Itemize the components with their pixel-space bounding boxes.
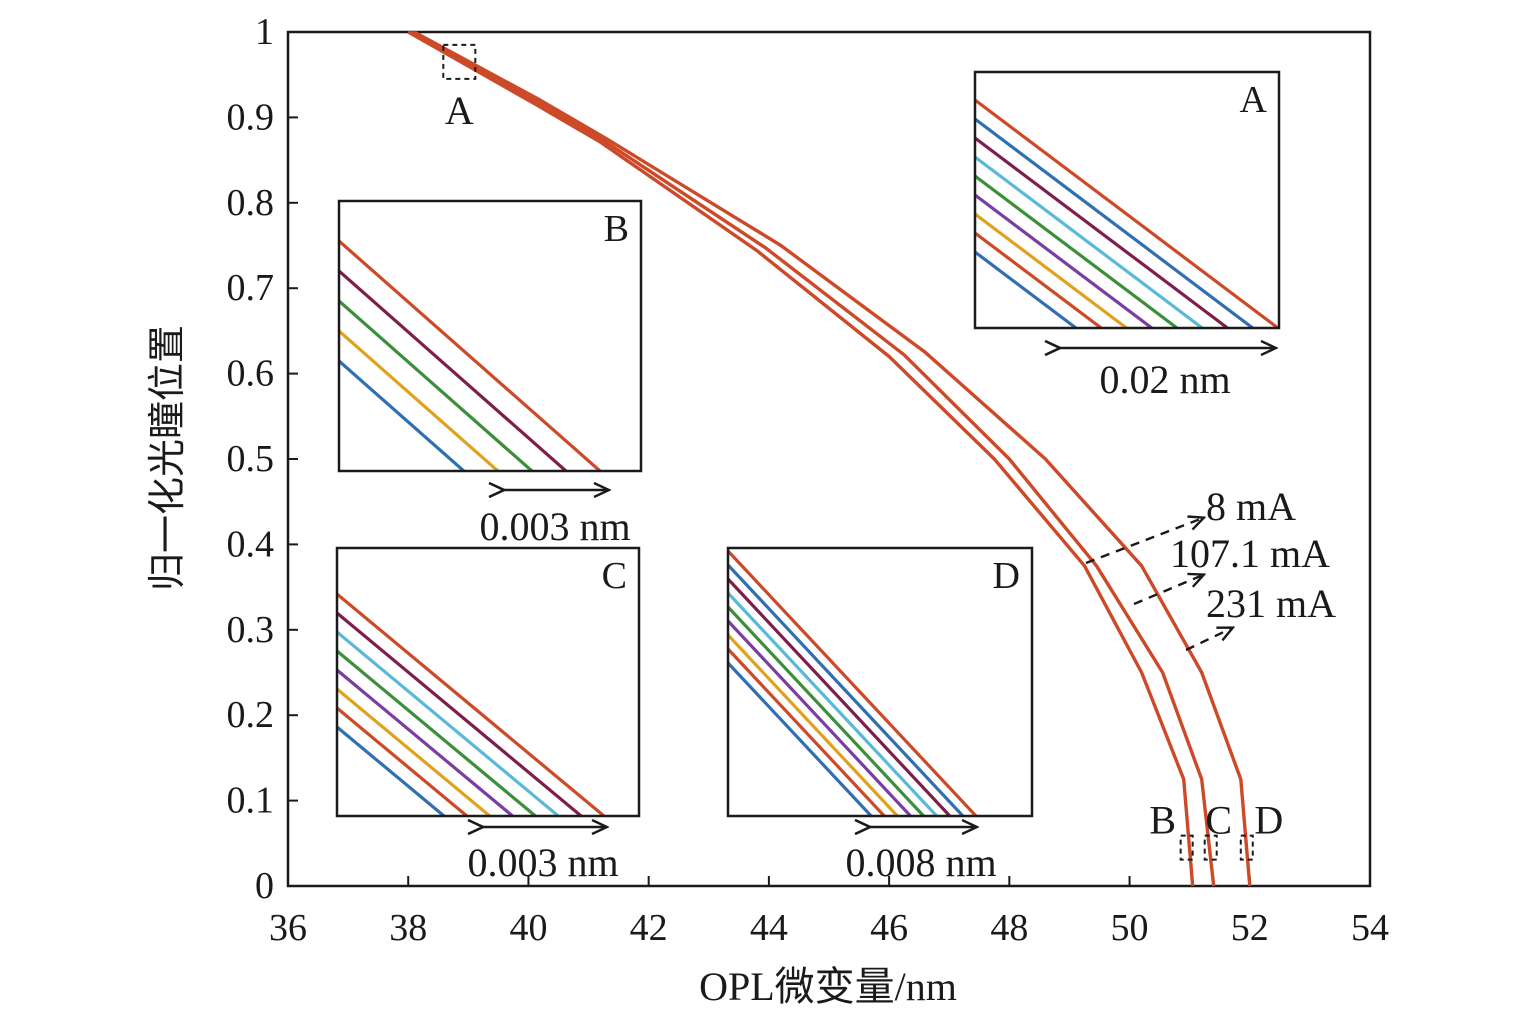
y-tick-label: 0.6 (227, 353, 275, 395)
inset-D: D 0.008 nm (726, 546, 1034, 885)
x-tick-label: 54 (1351, 907, 1389, 949)
x-axis-label: OPL微变量/nm (699, 964, 957, 1009)
inset-letter: C (602, 555, 627, 597)
zoom-region-label: A (445, 88, 474, 133)
y-tick-label: 1 (255, 11, 274, 53)
inset-frame (973, 70, 1281, 330)
inset-span-label: 0.003 nm (479, 504, 630, 549)
inset-frame (335, 546, 641, 818)
inset-series-line (975, 155, 1204, 328)
x-tick-label: 48 (990, 907, 1028, 949)
zoom-region-label: B (1149, 798, 1176, 843)
zoom-region-label: D (1254, 798, 1283, 843)
inset-series-line (339, 299, 533, 471)
inset-series-line (728, 549, 978, 816)
x-tick-label: 40 (509, 907, 547, 949)
y-tick-label: 0.9 (227, 96, 275, 138)
y-tick-label: 0.8 (227, 182, 275, 224)
inset-frame (337, 199, 643, 473)
inset-series-line (339, 239, 602, 471)
y-tick-label: 0.4 (227, 523, 275, 565)
inset-B: B 0.003 nm (337, 199, 643, 549)
inset-series-line (975, 174, 1178, 328)
inset-span-label: 0.008 nm (845, 840, 996, 885)
y-tick-label: 0 (255, 865, 274, 907)
series-line-0 (413, 30, 1252, 887)
inset-series-line (728, 619, 912, 816)
legend-label: 107.1 mA (1170, 531, 1330, 576)
series-line-1 (410, 30, 1216, 887)
zoom-region-label: C (1205, 798, 1232, 843)
inset-series-line (975, 231, 1103, 328)
inset-series-line (728, 633, 899, 816)
inset-series-line (728, 591, 938, 816)
y-tick-label: 0.1 (227, 780, 275, 822)
x-tick-label: 50 (1111, 907, 1149, 949)
inset-letter: A (1240, 79, 1268, 121)
zoom-region-box (442, 43, 477, 80)
legend-label: 231 mA (1206, 581, 1336, 626)
inset-series-line (337, 649, 537, 816)
inset-series-line (339, 329, 499, 471)
y-tick-label: 0.2 (227, 694, 275, 736)
legend-arrow (1085, 518, 1203, 565)
y-tick-label: 0.5 (227, 438, 275, 480)
x-tick-label: 36 (269, 907, 307, 949)
x-tick-label: 42 (630, 907, 668, 949)
inset-series-line (337, 706, 468, 816)
inset-series-line (728, 577, 951, 816)
legend-arrow (1185, 628, 1232, 652)
legend-arrow (1133, 575, 1203, 606)
inset-series-line (728, 661, 873, 816)
inset-series-line (728, 647, 886, 816)
x-tick-label: 38 (389, 907, 427, 949)
x-tick-label: 44 (750, 907, 788, 949)
series-line-2 (407, 30, 1195, 887)
x-tick-label: 46 (870, 907, 908, 949)
inset-series-line (975, 98, 1279, 328)
inset-series-line (975, 212, 1128, 328)
inset-A: A 0.02 nm (973, 70, 1281, 402)
inset-series-line (337, 592, 606, 816)
inset-series-line (975, 117, 1254, 328)
inset-series-line (337, 630, 560, 816)
inset-frame (726, 546, 1034, 818)
inset-series-line (975, 136, 1229, 328)
y-tick-label: 0.7 (227, 267, 275, 309)
inset-series-line (728, 563, 965, 816)
inset-series-line (337, 668, 514, 816)
inset-series-line (339, 269, 568, 471)
inset-series-line (339, 359, 465, 471)
x-tick-label: 52 (1231, 907, 1269, 949)
inset-span-label: 0.003 nm (467, 840, 618, 885)
inset-series-line (337, 687, 491, 816)
inset-series-line (975, 193, 1153, 328)
inset-span-label: 0.02 nm (1099, 357, 1230, 402)
inset-series-line (728, 605, 925, 816)
inset-series-line (975, 250, 1077, 328)
y-axis-label: 归一化光瞳位置 (145, 325, 189, 591)
inset-letter: D (993, 555, 1020, 597)
inset-series-line (337, 725, 446, 816)
y-tick-label: 0.3 (227, 609, 275, 651)
legend-label: 8 mA (1206, 484, 1296, 529)
inset-letter: B (604, 208, 629, 250)
inset-C: C 0.003 nm (335, 546, 641, 885)
inset-series-line (337, 611, 583, 816)
